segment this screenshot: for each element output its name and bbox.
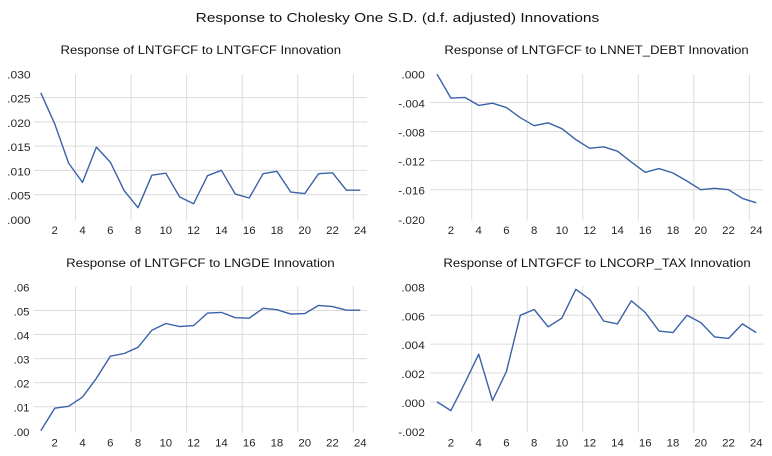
svg-text:2: 2 [448, 437, 454, 449]
svg-text:.02: .02 [14, 379, 30, 391]
svg-text:-.008: -.008 [398, 128, 425, 140]
svg-text:-.020: -.020 [398, 215, 425, 227]
svg-text:Response of LNTGFCF to LNCORP_: Response of LNTGFCF to LNCORP_TAX Innova… [443, 256, 750, 270]
svg-text:20: 20 [694, 225, 707, 237]
svg-text:10: 10 [159, 225, 172, 237]
svg-text:10: 10 [556, 225, 569, 237]
svg-text:24: 24 [750, 437, 763, 449]
svg-text:2: 2 [52, 437, 58, 449]
svg-text:8: 8 [135, 437, 141, 449]
svg-text:22: 22 [722, 225, 735, 237]
svg-text:16: 16 [639, 437, 652, 449]
svg-text:.008: .008 [401, 282, 424, 294]
svg-text:22: 22 [326, 225, 339, 237]
svg-text:18: 18 [271, 225, 284, 237]
svg-text:Response of LNTGFCF to LNGDE I: Response of LNTGFCF to LNGDE Innovation [66, 256, 335, 270]
svg-text:.020: .020 [7, 118, 30, 130]
svg-text:20: 20 [694, 437, 707, 449]
svg-text:18: 18 [667, 437, 680, 449]
svg-text:18: 18 [271, 437, 284, 449]
svg-text:.00: .00 [14, 427, 30, 439]
svg-text:4: 4 [476, 437, 482, 449]
svg-text:.015: .015 [7, 142, 30, 154]
svg-text:14: 14 [611, 437, 624, 449]
svg-text:12: 12 [583, 437, 596, 449]
svg-text:24: 24 [354, 437, 367, 449]
svg-text:4: 4 [79, 225, 85, 237]
svg-text:.000: .000 [401, 398, 424, 410]
svg-text:.002: .002 [401, 369, 424, 381]
svg-text:24: 24 [354, 225, 367, 237]
svg-text:22: 22 [326, 437, 339, 449]
svg-text:-.016: -.016 [398, 186, 425, 198]
svg-text:12: 12 [187, 437, 200, 449]
svg-text:Response of LNTGFCF to LNNET_D: Response of LNTGFCF to LNNET_DEBT Innova… [444, 43, 748, 57]
svg-text:22: 22 [722, 437, 735, 449]
svg-text:.06: .06 [14, 282, 30, 294]
svg-text:.006: .006 [401, 311, 424, 323]
svg-text:14: 14 [611, 225, 624, 237]
svg-text:.01: .01 [14, 403, 30, 415]
svg-text:.05: .05 [14, 307, 30, 319]
svg-text:-.002: -.002 [398, 427, 425, 439]
svg-text:12: 12 [187, 225, 200, 237]
svg-text:16: 16 [243, 437, 256, 449]
svg-text:12: 12 [583, 225, 596, 237]
svg-text:.025: .025 [7, 94, 30, 106]
svg-text:20: 20 [298, 437, 311, 449]
svg-text:4: 4 [79, 437, 85, 449]
svg-text:4: 4 [476, 225, 482, 237]
svg-text:.04: .04 [14, 331, 30, 343]
svg-text:Response to Cholesky One S.D.: Response to Cholesky One S.D. (d.f. adju… [196, 10, 600, 25]
svg-text:6: 6 [107, 437, 113, 449]
svg-text:.03: .03 [14, 355, 30, 367]
svg-text:18: 18 [667, 225, 680, 237]
svg-text:6: 6 [107, 225, 113, 237]
svg-text:2: 2 [448, 225, 454, 237]
svg-text:6: 6 [503, 437, 509, 449]
svg-text:14: 14 [215, 225, 228, 237]
svg-text:16: 16 [243, 225, 256, 237]
svg-text:24: 24 [750, 225, 763, 237]
svg-text:16: 16 [639, 225, 652, 237]
svg-text:.010: .010 [7, 166, 30, 178]
svg-text:8: 8 [531, 437, 537, 449]
svg-text:.004: .004 [401, 340, 424, 352]
svg-text:2: 2 [52, 225, 58, 237]
svg-text:-.004: -.004 [398, 99, 425, 111]
svg-text:Response of LNTGFCF to LNTGFCF: Response of LNTGFCF to LNTGFCF Innovatio… [61, 43, 342, 57]
svg-text:.030: .030 [7, 69, 30, 81]
svg-text:10: 10 [159, 437, 172, 449]
svg-text:8: 8 [531, 225, 537, 237]
svg-text:6: 6 [503, 225, 509, 237]
svg-text:20: 20 [298, 225, 311, 237]
svg-text:14: 14 [215, 437, 228, 449]
svg-text:.000: .000 [7, 215, 30, 227]
svg-text:10: 10 [556, 437, 569, 449]
svg-text:-.012: -.012 [398, 157, 425, 169]
svg-text:8: 8 [135, 225, 141, 237]
svg-text:.000: .000 [401, 69, 424, 81]
svg-text:.005: .005 [7, 191, 30, 203]
